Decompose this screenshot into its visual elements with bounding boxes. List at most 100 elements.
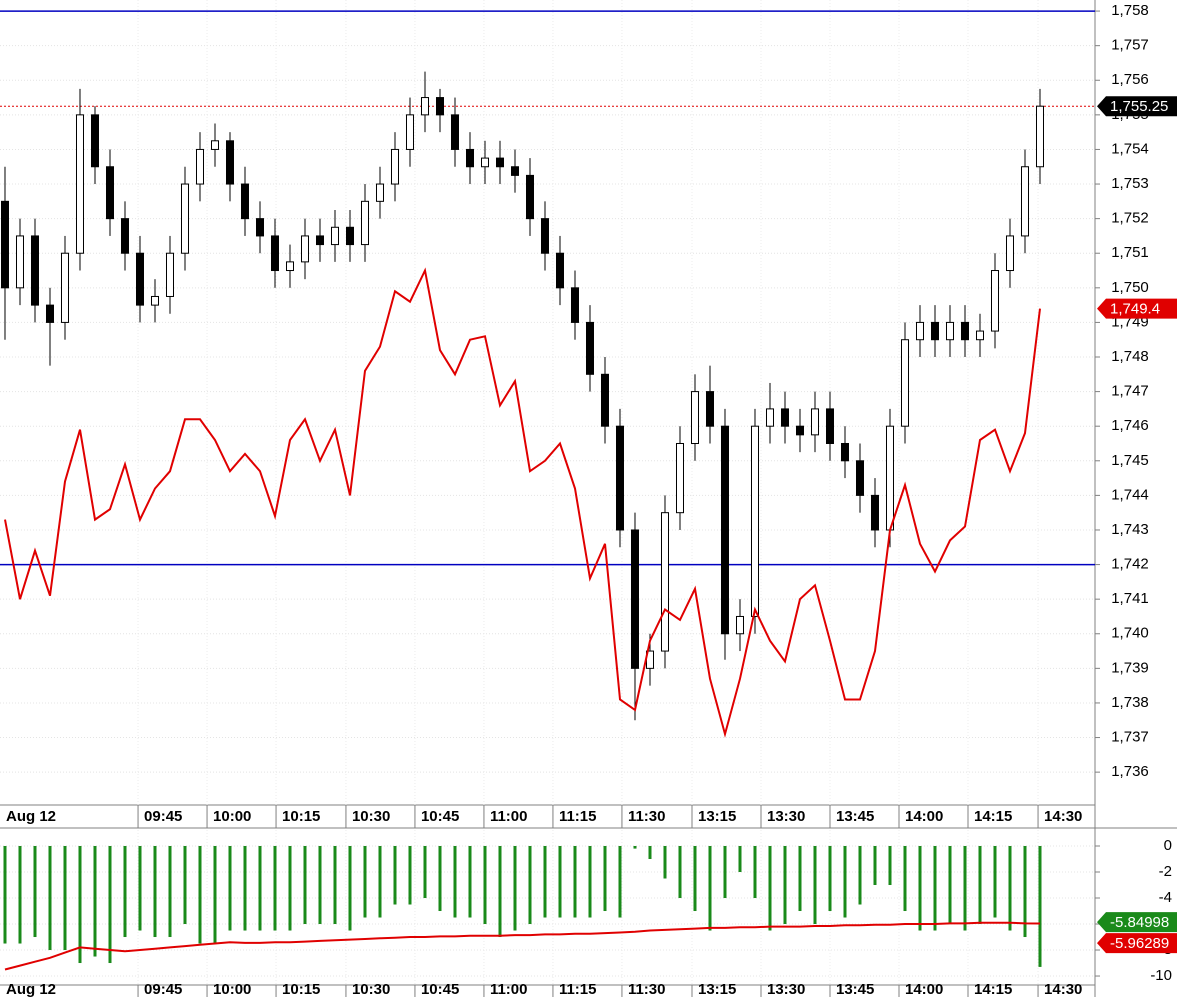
bar bbox=[243, 845, 247, 931]
candle-body bbox=[510, 166, 519, 176]
date-label: Aug 12 bbox=[6, 808, 56, 825]
bar bbox=[123, 845, 127, 938]
x-tick-label: 10:45 bbox=[421, 981, 459, 997]
bar bbox=[738, 845, 742, 873]
candle-body bbox=[990, 270, 999, 332]
candle-body bbox=[765, 408, 774, 427]
bar bbox=[768, 845, 772, 931]
x-tick-label: 13:15 bbox=[698, 981, 736, 997]
candle-body bbox=[90, 114, 99, 168]
bar bbox=[48, 845, 52, 951]
candle-body bbox=[975, 330, 984, 341]
candle-body bbox=[0, 200, 9, 289]
candle-body bbox=[405, 114, 414, 150]
candle-body bbox=[360, 200, 369, 246]
candle-body bbox=[195, 148, 204, 185]
bar bbox=[363, 845, 367, 918]
y-tick-label: 1,753 bbox=[1111, 175, 1149, 192]
candle-body bbox=[285, 261, 294, 272]
bar bbox=[228, 845, 232, 931]
x-tick-label: 10:15 bbox=[282, 808, 320, 825]
candle-body bbox=[75, 114, 84, 254]
x-tick-label: 13:30 bbox=[767, 981, 805, 997]
bar bbox=[483, 845, 487, 925]
candle-body bbox=[270, 235, 279, 272]
y-tick-label: 1,745 bbox=[1111, 452, 1149, 469]
bar bbox=[138, 845, 142, 931]
overlay-line bbox=[4, 267, 1041, 738]
bar bbox=[273, 845, 277, 931]
candle-body bbox=[840, 442, 849, 462]
y-tick-label: 1,754 bbox=[1111, 140, 1149, 157]
bar bbox=[333, 845, 337, 925]
candle-body bbox=[465, 148, 474, 168]
candle-body bbox=[495, 157, 504, 168]
candle-body bbox=[525, 174, 534, 220]
bar bbox=[978, 845, 982, 925]
x-tick-label: 13:30 bbox=[767, 808, 805, 825]
x-tick-label: 10:30 bbox=[352, 981, 390, 997]
y-tick-label: 1,740 bbox=[1111, 625, 1149, 642]
bar bbox=[408, 845, 412, 905]
candle-body bbox=[675, 442, 684, 514]
y-tick-label: 1,750 bbox=[1111, 279, 1149, 296]
price-tag-label: -5.96289 bbox=[1110, 935, 1169, 952]
candle-body bbox=[735, 615, 744, 635]
candle-body bbox=[780, 408, 789, 427]
bar bbox=[843, 845, 847, 918]
bar bbox=[93, 845, 97, 957]
candle-body bbox=[135, 252, 144, 306]
y-tick-label: 1,746 bbox=[1111, 417, 1149, 434]
x-tick-label: 14:30 bbox=[1044, 981, 1082, 997]
bar bbox=[933, 845, 937, 931]
bar bbox=[798, 845, 802, 912]
bar bbox=[648, 845, 652, 859]
candle-body bbox=[630, 529, 639, 669]
price-tag bbox=[1097, 96, 1177, 117]
bar bbox=[18, 845, 22, 944]
candle-body bbox=[450, 114, 459, 150]
candle-body bbox=[915, 321, 924, 341]
candle-body bbox=[795, 425, 804, 436]
bar bbox=[693, 845, 697, 912]
candle-body bbox=[330, 226, 339, 246]
candle-body bbox=[435, 97, 444, 116]
y-tick-label: 0 bbox=[1164, 837, 1172, 854]
candle-body bbox=[870, 494, 879, 531]
bar bbox=[153, 845, 157, 938]
bar bbox=[318, 845, 322, 925]
bar bbox=[198, 845, 202, 944]
x-tick-label: 09:45 bbox=[144, 808, 182, 825]
candle-body bbox=[255, 218, 264, 237]
bar bbox=[858, 845, 862, 905]
candle-body bbox=[390, 148, 399, 185]
candle-body bbox=[180, 183, 189, 254]
price-tag bbox=[1097, 298, 1177, 319]
x-tick-label: 14:00 bbox=[905, 808, 943, 825]
bar bbox=[1038, 845, 1042, 967]
bar bbox=[378, 845, 382, 918]
candle-body bbox=[225, 140, 234, 185]
bar bbox=[588, 845, 592, 918]
overlay-line bbox=[4, 921, 1041, 971]
candle-body bbox=[120, 218, 129, 254]
bar bbox=[423, 845, 427, 899]
date-label: Aug 12 bbox=[6, 981, 56, 997]
candle-body bbox=[30, 235, 39, 306]
candle-body bbox=[615, 425, 624, 531]
candle-body bbox=[600, 373, 609, 427]
x-tick-label: 11:00 bbox=[490, 981, 528, 997]
candle-body bbox=[660, 512, 669, 652]
candle-body bbox=[60, 252, 69, 323]
bar bbox=[33, 845, 37, 938]
y-tick-label: 1,756 bbox=[1111, 71, 1149, 88]
y-tick-label: 1,747 bbox=[1111, 383, 1149, 400]
y-tick-label: 1,744 bbox=[1111, 486, 1149, 503]
candle-body bbox=[750, 425, 759, 617]
bar bbox=[873, 845, 877, 886]
bar bbox=[393, 845, 397, 905]
candle-body bbox=[240, 183, 249, 220]
bar bbox=[753, 845, 757, 899]
bar bbox=[948, 845, 952, 925]
